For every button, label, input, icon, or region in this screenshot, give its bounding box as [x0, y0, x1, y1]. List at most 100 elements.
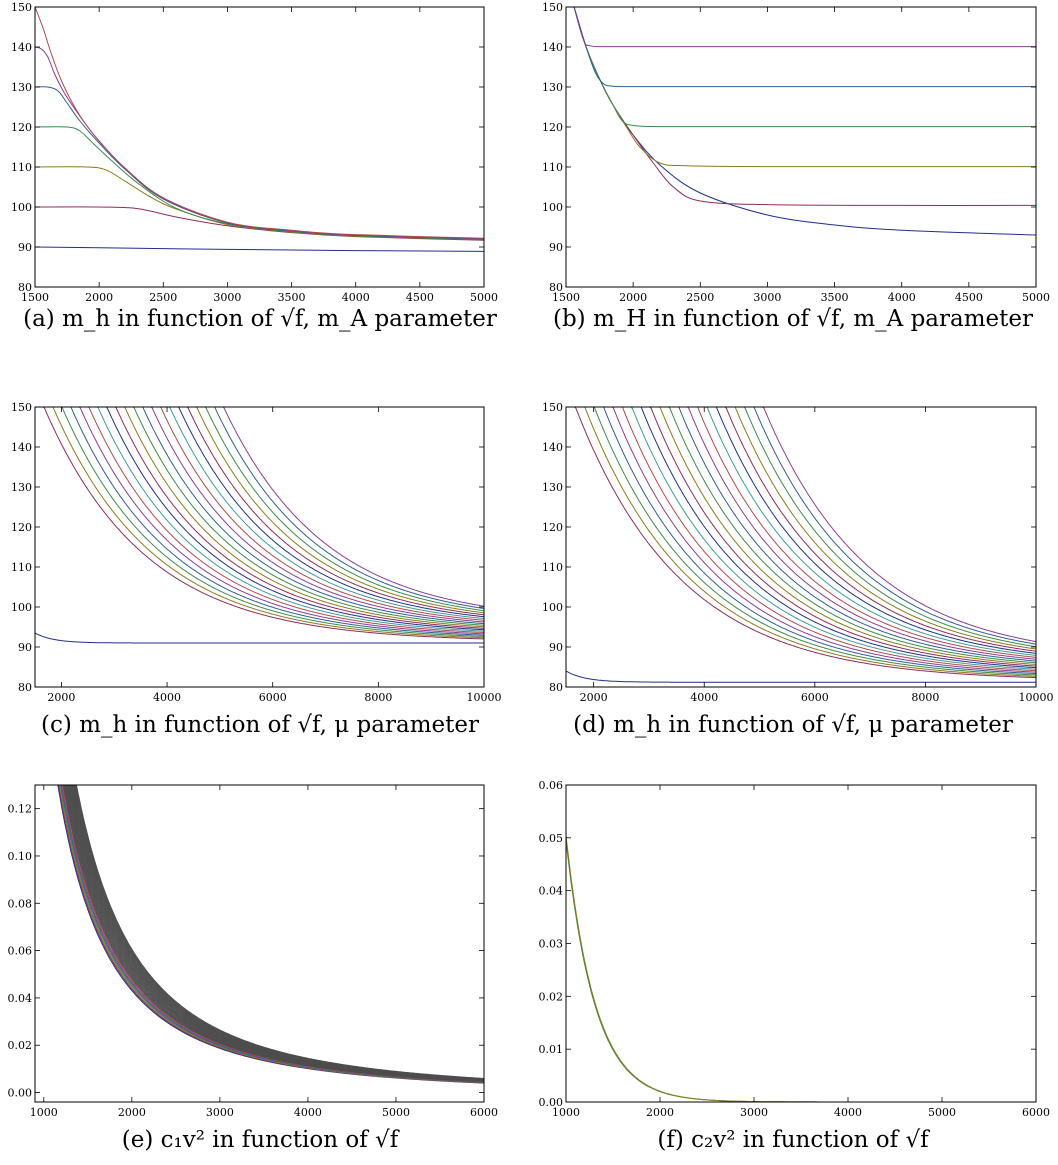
plot-frame: [565, 784, 1037, 1103]
series-line-3: [35, 407, 484, 637]
y-tick-label: 120: [11, 121, 32, 134]
y-tick-label: 100: [542, 601, 563, 614]
x-tick-label: 1500: [21, 291, 49, 304]
series-line-4: [35, 86, 484, 240]
y-tick-label: 90: [549, 641, 563, 654]
series-line-18: [566, 407, 1036, 650]
series-line-1: [566, 835, 1036, 1102]
y-tick-label: 100: [11, 201, 32, 214]
y-tick-label: 0.06: [8, 945, 33, 958]
x-tick-label: 2000: [85, 291, 113, 304]
series-line-9: [35, 407, 484, 629]
y-tick-label: 0.00: [8, 1087, 33, 1100]
plot-frame: [565, 6, 1037, 288]
series-line-6: [35, 7, 484, 239]
x-tick-label: 2000: [619, 291, 647, 304]
series-line-4: [35, 407, 484, 636]
x-tick-label: 6000: [1022, 1106, 1050, 1119]
series-line-6: [35, 407, 484, 633]
series-line-7: [35, 407, 484, 632]
x-tick-label: 3000: [740, 1106, 768, 1119]
x-tick-label: 4000: [153, 691, 181, 704]
chart-panel-a: 1500 2000 2500 3000 3500 4000 4500 5000 80 90 100 1…: [0, 0, 520, 340]
x-tick-label: 8000: [911, 691, 939, 704]
series-line-3: [35, 126, 484, 240]
series-line-17: [566, 407, 1036, 652]
x-tick-label: 3000: [213, 291, 241, 304]
x-tick-label: 4000: [834, 1106, 862, 1119]
y-tick-label: 150: [11, 401, 32, 414]
y-tick-label: 0.04: [539, 885, 564, 898]
plot-area: [566, 835, 1036, 1102]
x-tick-label: 2000: [47, 691, 75, 704]
chart-f: 1000 2000 3000 4000 5000 6000 0.00 0.01 0.02 0.03…: [539, 779, 1051, 1119]
caption-c: (c) m_h in function of √f, μ parameter: [41, 712, 479, 738]
series-line-8: [566, 407, 1036, 669]
series-line-18: [35, 407, 484, 614]
y-tick-label: 110: [11, 161, 32, 174]
x-tick-label: 4500: [406, 291, 434, 304]
series-line-21: [35, 407, 484, 607]
x-tick-label: 5000: [382, 1106, 410, 1119]
y-tick-label: 140: [11, 41, 32, 54]
series-line-12: [566, 407, 1036, 662]
series-line-1: [35, 407, 484, 640]
y-tick-label: 0.02: [8, 1039, 33, 1052]
plot-frame: [34, 784, 485, 1103]
chart-panel-f: 1000 2000 3000 4000 5000 6000 0.00 0.01 0.02 0.03…: [528, 775, 1058, 1165]
plot-area: [35, 7, 484, 252]
x-tick-label: 2500: [149, 291, 177, 304]
series-line-12: [35, 407, 484, 625]
x-tick-label: 4000: [342, 291, 370, 304]
y-tick-label: 80: [549, 281, 563, 294]
series-line-10: [35, 407, 484, 628]
caption-a: (a) m_h in function of √f, m_A parameter: [23, 306, 497, 332]
x-tick-label: 2000: [118, 1106, 146, 1119]
x-tick-label: 4500: [955, 291, 983, 304]
series-line-3: [566, 407, 1036, 676]
y-tick-label: 0.05: [539, 832, 564, 845]
series-line-10: [566, 407, 1036, 665]
series-line-0: [57, 785, 484, 1084]
x-tick-label: 2500: [686, 291, 714, 304]
series-line-15: [566, 407, 1036, 656]
series-line-20: [566, 407, 1036, 645]
series-line-0: [566, 840, 1036, 1102]
series-line-14: [566, 407, 1036, 658]
y-tick-label: 80: [549, 681, 563, 694]
y-tick-label: 0.08: [8, 897, 33, 910]
x-tick-label: 1500: [552, 291, 580, 304]
y-tick-label: 0.10: [8, 850, 33, 863]
x-tick-label: 5000: [928, 1106, 956, 1119]
plot-frame: [34, 6, 485, 288]
y-tick-label: 140: [542, 441, 563, 454]
y-tick-label: 120: [542, 121, 563, 134]
y-tick-label: 110: [542, 161, 563, 174]
y-tick-label: 130: [542, 481, 563, 494]
y-tick-label: 110: [11, 561, 32, 574]
y-tick-label: 0.02: [539, 990, 564, 1003]
series-line-1: [35, 206, 484, 241]
x-tick-label: 4000: [294, 1106, 322, 1119]
series-line-14: [35, 407, 484, 621]
y-tick-label: 90: [18, 641, 32, 654]
x-tick-label: 3500: [278, 291, 306, 304]
chart-panel-e: 1000 2000 3000 4000 5000 6000 0.00 0.02 0.04 0.06…: [0, 775, 520, 1165]
y-tick-label: 90: [18, 241, 32, 254]
y-tick-label: 90: [549, 241, 563, 254]
plot-frame: [34, 406, 485, 688]
plot-area: [57, 785, 484, 1084]
chart-panel-b: 1500 2000 2500 3000 3500 4000 4500 5000 80 90 100 1…: [528, 0, 1058, 340]
series-line-25: [75, 785, 484, 1079]
x-tick-label: 5000: [1022, 291, 1050, 304]
series-line-5: [35, 46, 484, 240]
series-line-17: [35, 407, 484, 616]
chart-c: 2000 4000 6000 8000 10000 80 90 100 110 120 130 140…: [11, 401, 502, 704]
x-tick-label: 10000: [467, 691, 502, 704]
chart-e: 1000 2000 3000 4000 5000 6000 0.00 0.02 0.04 0.06…: [8, 784, 498, 1119]
series-line-16: [35, 407, 484, 618]
series-line-5: [35, 407, 484, 635]
x-tick-label: 8000: [364, 691, 392, 704]
plot-area: [573, 7, 1036, 236]
series-line-6: [566, 407, 1036, 672]
